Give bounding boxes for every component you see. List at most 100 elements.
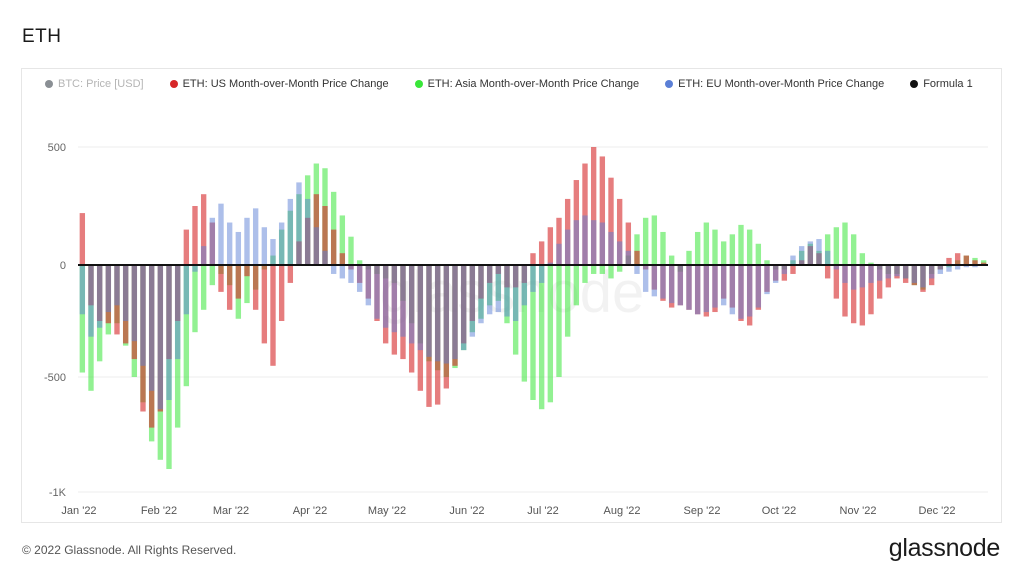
- bar-asia: [729, 234, 736, 265]
- bar-eu: [391, 265, 398, 333]
- bar-eu: [608, 231, 614, 265]
- legend-item-btc-price[interactable]: BTC: Price [USD]: [45, 78, 144, 90]
- bar-asia: [573, 265, 580, 306]
- bar-eu: [556, 243, 562, 265]
- legend-item-asia[interactable]: ETH: Asia Month-over-Month Price Change: [414, 78, 640, 90]
- bar-eu: [495, 265, 502, 313]
- bar-asia: [746, 229, 753, 265]
- bar-us: [876, 265, 883, 299]
- bar-us: [859, 265, 866, 326]
- bar-eu: [582, 215, 588, 265]
- legend-dot-us: [169, 80, 178, 88]
- bar-us: [599, 156, 606, 265]
- legend-dot-formula: [910, 80, 919, 88]
- bar-eu: [894, 265, 900, 277]
- bar-eu: [96, 265, 103, 328]
- bar-asia: [703, 222, 710, 265]
- bar-asia: [738, 224, 744, 265]
- bar-eu: [270, 239, 276, 265]
- bar-asia: [530, 265, 536, 400]
- bar-eu: [261, 227, 268, 265]
- bar-eu: [642, 265, 649, 292]
- bar-asia: [755, 243, 762, 265]
- bar-asia: [764, 260, 770, 265]
- bar-asia: [668, 255, 675, 265]
- bar-eu: [573, 220, 580, 265]
- bar-us: [287, 265, 294, 283]
- bar-eu: [590, 220, 597, 265]
- bar-eu: [954, 265, 961, 270]
- bar-eu: [382, 265, 389, 328]
- bar-eu: [452, 265, 458, 360]
- bar-asia: [538, 265, 545, 410]
- bar-eu: [634, 265, 640, 274]
- bar-us: [833, 265, 840, 299]
- bar-asia: [582, 265, 588, 283]
- bar-asia: [686, 250, 692, 265]
- bar-us: [868, 265, 874, 315]
- bar-eu: [729, 265, 736, 315]
- bar-asia: [521, 265, 528, 382]
- bar-eu: [928, 265, 935, 279]
- bar-eu: [148, 265, 155, 391]
- bar-eu: [850, 265, 857, 290]
- bar-asia: [634, 234, 640, 265]
- bar-eu: [694, 265, 701, 315]
- bar-eu: [486, 265, 493, 315]
- bar-asia: [590, 265, 597, 274]
- bar-eu: [296, 182, 302, 265]
- legend-label-asia: ETH: Asia Month-over-Month Price Change: [427, 78, 640, 90]
- bar-asia: [200, 265, 207, 310]
- bar-us: [980, 262, 987, 265]
- bar-eu: [807, 241, 814, 265]
- x-tick-label: Mar '22: [213, 505, 249, 517]
- bar-eu: [374, 265, 380, 319]
- bar-asia: [850, 234, 857, 265]
- bar-us: [192, 206, 198, 265]
- bar-eu: [651, 265, 658, 297]
- bar-asia: [330, 191, 337, 265]
- bar-us: [322, 206, 328, 265]
- bar-asia: [824, 234, 831, 265]
- bar-asia: [651, 215, 658, 265]
- bar-eu: [79, 265, 86, 315]
- legend-item-us[interactable]: ETH: US Month-over-Month Price Change: [169, 78, 389, 90]
- bar-eu: [183, 265, 190, 315]
- bar-us: [218, 265, 224, 292]
- bar-us: [790, 265, 796, 274]
- legend-dot-btc: [45, 80, 53, 88]
- x-tick-label: Dec '22: [919, 505, 956, 517]
- bar-eu: [313, 227, 320, 265]
- bar-eu: [400, 265, 406, 337]
- bar-eu: [166, 265, 172, 400]
- bar-eu: [521, 265, 528, 306]
- bar-us: [278, 265, 285, 321]
- bar-eu: [564, 229, 571, 265]
- bar-asia: [720, 241, 727, 265]
- bar-us: [339, 253, 346, 265]
- bar-us: [235, 265, 242, 299]
- bar-eu: [278, 222, 285, 265]
- bar-eu: [833, 265, 840, 270]
- bar-eu: [738, 265, 744, 319]
- legend-item-eu[interactable]: ETH: EU Month-over-Month Price Change: [665, 78, 884, 90]
- bar-eu: [798, 246, 805, 265]
- bar-eu: [339, 265, 346, 279]
- legend-item-formula[interactable]: Formula 1: [910, 78, 973, 90]
- bar-asia: [564, 265, 571, 337]
- bar-us: [200, 194, 207, 265]
- legend-dot-eu: [665, 80, 674, 88]
- legend-label-formula: Formula 1: [923, 78, 973, 90]
- bar-eu: [365, 265, 372, 306]
- y-tick-label: 0: [60, 260, 66, 272]
- bar-asia: [348, 236, 354, 265]
- x-tick-label: Sep '22: [684, 505, 721, 517]
- bar-asia: [183, 265, 190, 387]
- bar-eu: [963, 265, 970, 268]
- x-tick-label: Nov '22: [840, 505, 877, 517]
- bar-asia: [356, 260, 363, 265]
- bar-eu: [781, 265, 788, 274]
- bar-asia: [556, 265, 562, 377]
- bar-asia: [833, 227, 840, 265]
- x-tick-label: Apr '22: [293, 505, 328, 517]
